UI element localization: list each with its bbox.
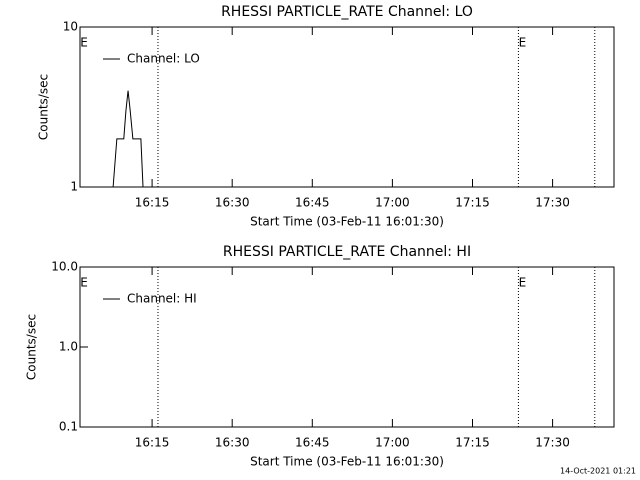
y-tick-label: 10.0 (51, 260, 78, 274)
x-tick-label: 16:30 (215, 436, 250, 450)
annotation: E (80, 276, 88, 290)
y-axis-label: Counts/sec (25, 314, 39, 380)
x-axis-label: Start Time (03-Feb-11 16:01:30) (250, 215, 444, 229)
y-axis-label: Counts/sec (37, 74, 51, 140)
annotation: E (80, 36, 88, 50)
annotation: E (519, 36, 527, 50)
x-tick-label: 16:15 (135, 436, 170, 450)
x-tick-label: 17:30 (535, 436, 570, 450)
chart-title: RHESSI PARTICLE_RATE Channel: HI (223, 244, 471, 260)
x-tick-label: 17:00 (375, 436, 410, 450)
x-tick-label: 17:15 (455, 196, 490, 210)
chart-title: RHESSI PARTICLE_RATE Channel: LO (221, 4, 473, 20)
y-tick-label: 0.1 (59, 420, 78, 434)
x-tick-label: 16:15 (135, 196, 170, 210)
x-tick-label: 17:30 (535, 196, 570, 210)
plot-frame (79, 26, 615, 188)
legend-label: Channel: LO (127, 52, 200, 66)
x-tick-label: 16:45 (295, 436, 330, 450)
y-tick-label: 10 (63, 20, 78, 34)
data-line (112, 90, 144, 188)
x-axis-label: Start Time (03-Feb-11 16:01:30) (250, 455, 444, 469)
y-tick-label: 1 (70, 180, 78, 194)
x-tick-label: 16:45 (295, 196, 330, 210)
legend-label: Channel: HI (127, 292, 197, 306)
x-tick-label: 17:15 (455, 436, 490, 450)
x-tick-label: 17:00 (375, 196, 410, 210)
footer: 14-Oct-2021 01:21 (560, 467, 636, 476)
annotation: E (519, 276, 527, 290)
y-tick-label: 1.0 (59, 340, 78, 354)
x-tick-label: 16:30 (215, 196, 250, 210)
